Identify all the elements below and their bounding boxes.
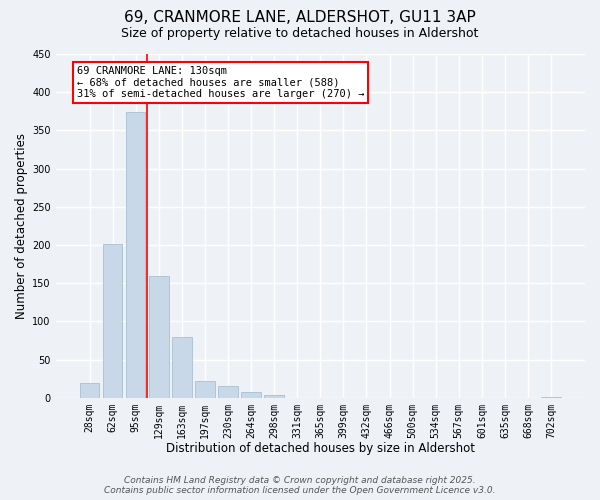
Bar	[126, 112, 145, 398]
Bar	[172, 336, 191, 398]
X-axis label: Distribution of detached houses by size in Aldershot: Distribution of detached houses by size …	[166, 442, 475, 455]
Text: Contains HM Land Registry data © Crown copyright and database right 2025.
Contai: Contains HM Land Registry data © Crown c…	[104, 476, 496, 495]
Bar	[218, 386, 238, 398]
Bar	[149, 276, 169, 398]
Text: Size of property relative to detached houses in Aldershot: Size of property relative to detached ho…	[121, 28, 479, 40]
Text: 69, CRANMORE LANE, ALDERSHOT, GU11 3AP: 69, CRANMORE LANE, ALDERSHOT, GU11 3AP	[124, 10, 476, 25]
Bar	[541, 397, 561, 398]
Bar	[195, 381, 215, 398]
Text: 69 CRANMORE LANE: 130sqm
← 68% of detached houses are smaller (588)
31% of semi-: 69 CRANMORE LANE: 130sqm ← 68% of detach…	[77, 66, 364, 99]
Bar	[265, 396, 284, 398]
Bar	[241, 392, 261, 398]
Y-axis label: Number of detached properties: Number of detached properties	[15, 133, 28, 319]
Bar	[80, 383, 100, 398]
Bar	[103, 244, 122, 398]
